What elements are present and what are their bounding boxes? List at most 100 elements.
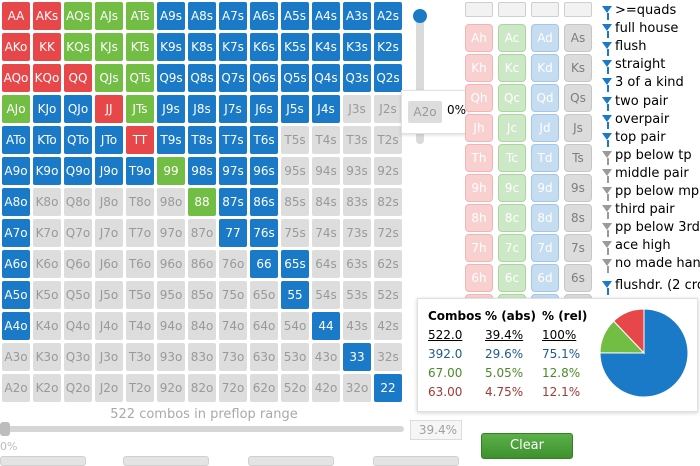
- hand-cell[interactable]: T8s: [188, 126, 216, 154]
- hand-cell[interactable]: 33: [343, 343, 371, 371]
- hand-cell[interactable]: J7o: [95, 219, 123, 247]
- hand-cell[interactable]: A5s: [281, 2, 309, 30]
- filter-item[interactable]: top pair: [602, 129, 700, 147]
- hand-cell[interactable]: AJo: [2, 95, 30, 123]
- hand-cell[interactable]: 95o: [157, 281, 185, 309]
- hand-cell[interactable]: 66: [250, 250, 278, 278]
- filter-item[interactable]: two pair: [602, 93, 700, 111]
- hand-cell[interactable]: JJ: [95, 95, 123, 123]
- hand-cell[interactable]: QTo: [64, 126, 92, 154]
- hand-cell[interactable]: 72o: [219, 374, 247, 402]
- hand-cell[interactable]: J6s: [250, 95, 278, 123]
- hand-cell[interactable]: 74s: [312, 219, 340, 247]
- hand-cell[interactable]: JTo: [95, 126, 123, 154]
- hand-cell[interactable]: A7s: [219, 2, 247, 30]
- board-card[interactable]: Th: [465, 144, 493, 172]
- hand-cell[interactable]: 88: [188, 188, 216, 216]
- hand-cell[interactable]: T6o: [126, 250, 154, 278]
- hand-cell[interactable]: 95s: [281, 157, 309, 185]
- card-column-toggle-4[interactable]: [564, 2, 592, 17]
- hand-cell[interactable]: 76s: [250, 219, 278, 247]
- hand-cell[interactable]: 86o: [188, 250, 216, 278]
- hand-cell[interactable]: A8o: [2, 188, 30, 216]
- board-card[interactable]: Qs: [564, 84, 592, 112]
- hand-cell[interactable]: KJo: [33, 95, 61, 123]
- board-card[interactable]: 7s: [564, 234, 592, 262]
- board-card[interactable]: Kc: [498, 54, 526, 82]
- hand-cell[interactable]: 94s: [312, 157, 340, 185]
- hand-cell[interactable]: 53s: [343, 281, 371, 309]
- hand-cell[interactable]: AJs: [95, 2, 123, 30]
- hand-cell[interactable]: 63o: [250, 343, 278, 371]
- hand-cell[interactable]: A7o: [2, 219, 30, 247]
- hand-cell[interactable]: KJs: [95, 33, 123, 61]
- hand-cell[interactable]: Q2s: [374, 64, 402, 92]
- hand-cell[interactable]: Q9o: [64, 157, 92, 185]
- range-slider-track[interactable]: [2, 426, 404, 432]
- board-card[interactable]: 9h: [465, 174, 493, 202]
- weight-slider-thumb[interactable]: [413, 9, 427, 23]
- hand-cell[interactable]: 97o: [157, 219, 185, 247]
- hand-cell[interactable]: 43o: [312, 343, 340, 371]
- hand-cell[interactable]: J4s: [312, 95, 340, 123]
- hand-cell[interactable]: 85s: [281, 188, 309, 216]
- board-card[interactable]: 7d: [531, 234, 559, 262]
- hand-cell[interactable]: ATo: [2, 126, 30, 154]
- hand-cell[interactable]: A2o: [2, 374, 30, 402]
- bottom-button-2[interactable]: [123, 456, 209, 466]
- hand-cell[interactable]: JTs: [126, 95, 154, 123]
- hand-cell[interactable]: 52o: [281, 374, 309, 402]
- board-card[interactable]: Qd: [531, 84, 559, 112]
- hand-cell[interactable]: 99: [157, 157, 185, 185]
- hand-cell[interactable]: J8o: [95, 188, 123, 216]
- hand-cell[interactable]: 22: [374, 374, 402, 402]
- hand-cell[interactable]: K7o: [33, 219, 61, 247]
- hand-cell[interactable]: Q7o: [64, 219, 92, 247]
- hand-cell[interactable]: AQo: [2, 64, 30, 92]
- hand-cell[interactable]: A9s: [157, 2, 185, 30]
- hand-cell[interactable]: TT: [126, 126, 154, 154]
- hand-cell[interactable]: A4s: [312, 2, 340, 30]
- hand-cell[interactable]: K2o: [33, 374, 61, 402]
- board-card[interactable]: 9c: [498, 174, 526, 202]
- board-card[interactable]: Ts: [564, 144, 592, 172]
- hand-cell[interactable]: J5s: [281, 95, 309, 123]
- hand-cell[interactable]: 64s: [312, 250, 340, 278]
- hand-cell[interactable]: 32o: [343, 374, 371, 402]
- hand-cell[interactable]: 74o: [219, 312, 247, 340]
- hand-cell[interactable]: K9o: [33, 157, 61, 185]
- hand-cell[interactable]: 53o: [281, 343, 309, 371]
- hand-cell[interactable]: KTs: [126, 33, 154, 61]
- hand-cell[interactable]: 72s: [374, 219, 402, 247]
- hand-cell[interactable]: 92o: [157, 374, 185, 402]
- filter-item[interactable]: no made hand: [602, 255, 700, 274]
- hand-cell[interactable]: 85o: [188, 281, 216, 309]
- hand-cell[interactable]: T2o: [126, 374, 154, 402]
- filter-item[interactable]: flush: [602, 38, 700, 57]
- hand-cell[interactable]: ATs: [126, 2, 154, 30]
- hand-cell[interactable]: QJs: [95, 64, 123, 92]
- hand-cell[interactable]: 75o: [219, 281, 247, 309]
- hand-cell[interactable]: A9o: [2, 157, 30, 185]
- hand-cell[interactable]: Q3o: [64, 343, 92, 371]
- hand-cell[interactable]: K8s: [188, 33, 216, 61]
- hand-cell[interactable]: 65o: [250, 281, 278, 309]
- hand-cell[interactable]: 84s: [312, 188, 340, 216]
- hand-cell[interactable]: 43s: [343, 312, 371, 340]
- board-card[interactable]: Tc: [498, 144, 526, 172]
- hand-cell[interactable]: QTs: [126, 64, 154, 92]
- hand-cell[interactable]: 54s: [312, 281, 340, 309]
- board-card[interactable]: 8c: [498, 204, 526, 232]
- board-card[interactable]: 7c: [498, 234, 526, 262]
- hand-cell[interactable]: 52s: [374, 281, 402, 309]
- bottom-button-3[interactable]: [248, 456, 334, 466]
- hand-cell[interactable]: T9o: [126, 157, 154, 185]
- card-column-toggle-2[interactable]: [498, 2, 526, 17]
- board-card[interactable]: 8d: [531, 204, 559, 232]
- hand-cell[interactable]: T7s: [219, 126, 247, 154]
- board-card[interactable]: 9d: [531, 174, 559, 202]
- hand-cell[interactable]: 87o: [188, 219, 216, 247]
- hand-cell[interactable]: 83s: [343, 188, 371, 216]
- hand-cell[interactable]: Q3s: [343, 64, 371, 92]
- hand-cell[interactable]: J9s: [157, 95, 185, 123]
